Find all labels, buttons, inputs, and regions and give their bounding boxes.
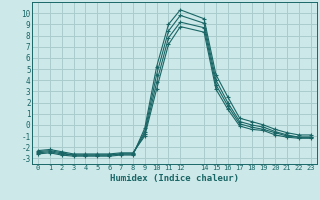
X-axis label: Humidex (Indice chaleur): Humidex (Indice chaleur) bbox=[110, 174, 239, 183]
